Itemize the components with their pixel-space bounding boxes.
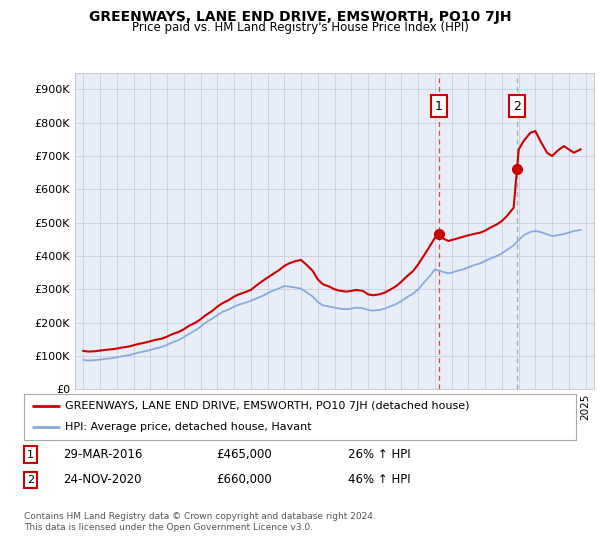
Text: 2: 2 [27,475,34,485]
Text: 29-MAR-2016: 29-MAR-2016 [63,448,142,461]
Text: HPI: Average price, detached house, Havant: HPI: Average price, detached house, Hava… [65,422,312,432]
Text: £465,000: £465,000 [216,448,272,461]
Text: £660,000: £660,000 [216,473,272,487]
Text: GREENWAYS, LANE END DRIVE, EMSWORTH, PO10 7JH (detached house): GREENWAYS, LANE END DRIVE, EMSWORTH, PO1… [65,401,470,411]
Text: Contains HM Land Registry data © Crown copyright and database right 2024.
This d: Contains HM Land Registry data © Crown c… [24,512,376,532]
Text: 46% ↑ HPI: 46% ↑ HPI [348,473,410,487]
Text: 1: 1 [27,450,34,460]
Text: GREENWAYS, LANE END DRIVE, EMSWORTH, PO10 7JH: GREENWAYS, LANE END DRIVE, EMSWORTH, PO1… [89,10,511,24]
Text: 2: 2 [513,100,521,113]
Text: Price paid vs. HM Land Registry's House Price Index (HPI): Price paid vs. HM Land Registry's House … [131,21,469,34]
Text: 24-NOV-2020: 24-NOV-2020 [63,473,142,487]
Text: 26% ↑ HPI: 26% ↑ HPI [348,448,410,461]
Text: 1: 1 [435,100,443,113]
